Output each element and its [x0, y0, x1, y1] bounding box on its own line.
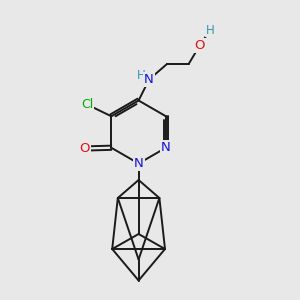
Text: N: N: [144, 73, 154, 86]
Text: H: H: [206, 23, 214, 37]
Text: Cl: Cl: [81, 98, 93, 111]
Text: O: O: [79, 142, 90, 155]
Text: O: O: [194, 39, 205, 52]
Text: N: N: [161, 141, 171, 154]
Text: N: N: [134, 157, 143, 170]
Text: H: H: [136, 69, 146, 82]
